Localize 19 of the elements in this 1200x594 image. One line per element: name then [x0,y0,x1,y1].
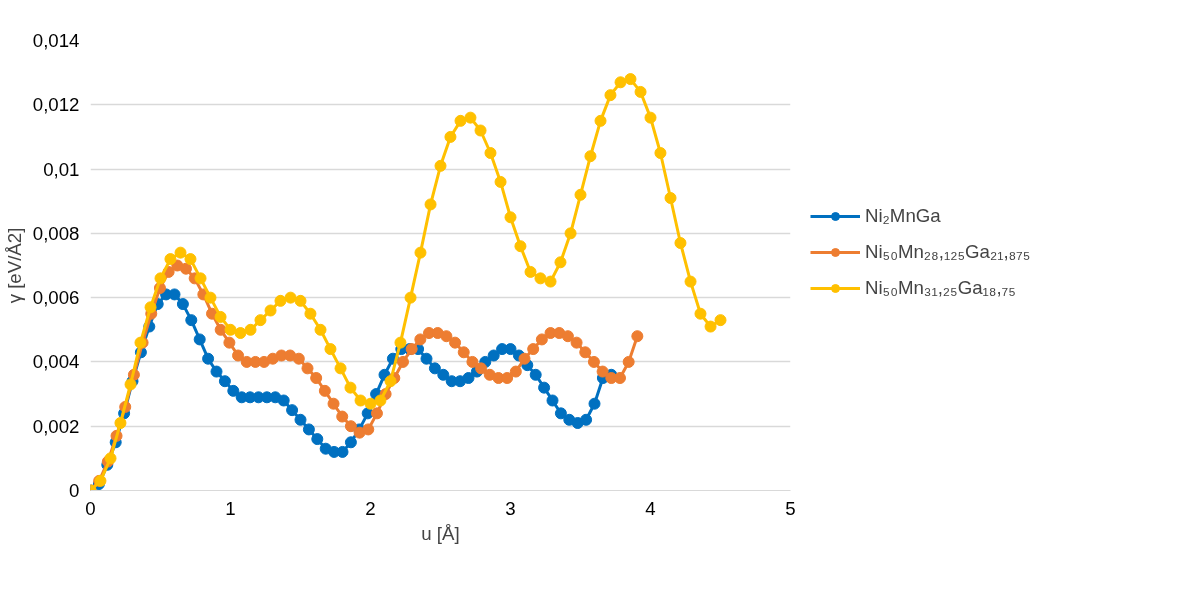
y-tick-label: 0,008 [32,222,80,244]
y-tick-label: 0 [69,480,80,501]
y-tick-label: 0,006 [32,287,80,309]
y-tick-label: 0,012 [32,94,80,116]
x-tick-label: 5 [785,497,796,519]
x-tick-label: 3 [505,497,516,519]
y-tick-label: 0,004 [32,351,80,373]
y-tick-label: 0,002 [32,415,80,437]
x-tick-label: 1 [225,497,236,519]
x-tick-label: 0 [85,497,96,519]
y-axis-title: γ [eV/Å2] [3,227,25,304]
y-tick-label: 0,014 [32,30,80,51]
legend-label: Ni₅₀Mn₃₁,₂₅Ga₁₈,₇₅ [865,277,1016,299]
legend-label: Ni₂MnGa [865,205,941,227]
y-tick-label: 0,01 [43,158,80,180]
legend-label: Ni₅₀Mn₂₈,₁₂₅Ga₂₁,₈₇₅ [865,241,1031,263]
x-axis-title: u [Å] [421,522,460,544]
x-tick-label: 2 [365,497,376,519]
x-tick-label: 4 [645,497,656,519]
